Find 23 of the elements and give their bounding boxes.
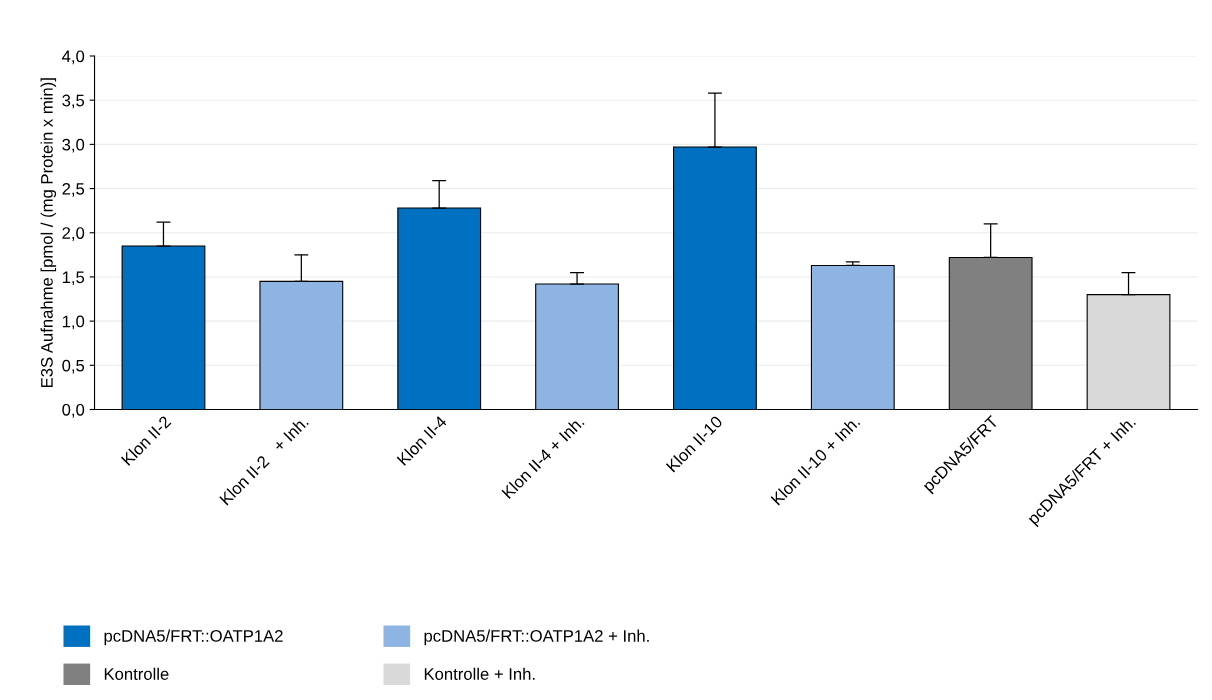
legend-label: pcDNA5/FRT::OATP1A2 + Inh. bbox=[424, 629, 649, 646]
legend-label: Kontrolle + Inh. bbox=[424, 667, 535, 680]
y-tick-label: 3,0 bbox=[62, 138, 85, 153]
legend-label: Kontrolle bbox=[104, 667, 169, 680]
legend-label: pcDNA5/FRT::OATP1A2 bbox=[104, 629, 283, 646]
y-tick-label: 0,5 bbox=[62, 359, 85, 374]
y-tick-label: 2,5 bbox=[62, 182, 85, 197]
x-tick-label: Klon II-4 + Inh. bbox=[501, 415, 585, 500]
x-tick-label: Klon II-2 bbox=[120, 414, 172, 466]
bar bbox=[673, 146, 757, 410]
y-tick-label: 2,0 bbox=[62, 227, 85, 241]
y-tick-label: 3,5 bbox=[62, 94, 85, 109]
bar bbox=[397, 207, 482, 410]
bar bbox=[121, 245, 206, 410]
x-tick-label: Klon II-2 + Inh. bbox=[218, 415, 309, 506]
y-tick-label: 1,0 bbox=[62, 315, 85, 330]
y-tick-label: 0,0 bbox=[62, 403, 85, 418]
x-tick-label: Klon II-4 bbox=[396, 414, 448, 466]
bar bbox=[535, 283, 619, 410]
bar bbox=[810, 264, 895, 410]
y-tick-label: 4,0 bbox=[62, 50, 85, 65]
y-axis-title: E3S Aufnahme [pmol / (mg Protein x min)] bbox=[40, 78, 57, 387]
y-tick-label: 1,5 bbox=[62, 271, 85, 286]
